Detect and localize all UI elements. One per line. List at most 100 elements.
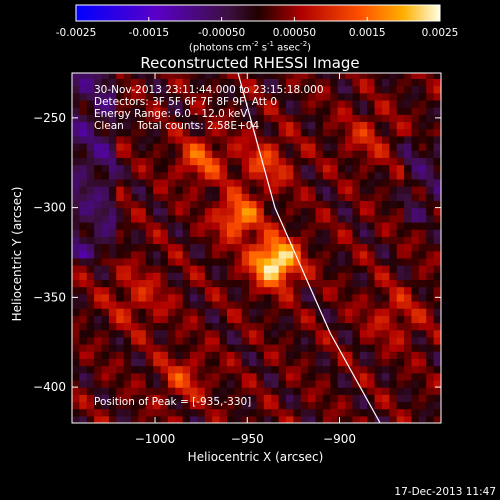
heatmap-cell: [271, 408, 280, 417]
heatmap-cell: [286, 293, 294, 302]
heatmap-cell: [182, 73, 191, 79]
heatmap-cell: [101, 214, 110, 223]
heatmap-cell: [256, 85, 265, 94]
heatmap-cell: [271, 329, 280, 338]
heatmap-cell: [293, 265, 302, 273]
heatmap-cell: [249, 401, 258, 410]
heatmap-cell: [249, 322, 258, 331]
heatmap-cell: [286, 250, 294, 259]
heatmap-cell: [271, 300, 280, 309]
heatmap-cell: [367, 372, 376, 381]
heatmap-cell: [131, 99, 140, 108]
heatmap-cell: [234, 308, 243, 316]
heatmap-cell: [153, 272, 162, 281]
heatmap-cell: [404, 329, 413, 338]
heatmap-cell: [131, 257, 140, 266]
heatmap-cell: [308, 171, 317, 180]
heatmap-cell: [322, 85, 331, 94]
heatmap-cell: [300, 164, 309, 173]
heatmap-cell: [145, 265, 154, 273]
heatmap-cell: [108, 293, 117, 302]
heatmap-cell: [175, 394, 184, 403]
heatmap-cell: [116, 193, 125, 202]
heatmap-cell: [249, 99, 258, 108]
heatmap-cell: [138, 265, 147, 273]
heatmap-cell: [138, 164, 147, 173]
heatmap-cell: [212, 99, 221, 108]
heatmap-cell: [101, 171, 110, 180]
heatmap-cell: [315, 92, 324, 101]
heatmap-cell: [108, 279, 117, 288]
heatmap-cell: [234, 143, 243, 151]
heatmap-cell: [131, 73, 140, 79]
heatmap-cell: [278, 150, 287, 158]
heatmap-cell: [204, 207, 213, 216]
heatmap-cell: [396, 99, 405, 108]
heatmap-cell: [426, 315, 435, 324]
heatmap-cell: [94, 257, 103, 266]
heatmap-cell: [182, 329, 191, 338]
heatmap-cell: [278, 128, 287, 137]
heatmap-cell: [411, 164, 420, 173]
y-tick-label: −250: [33, 111, 66, 125]
heatmap-cell: [108, 207, 117, 216]
heatmap-cell: [300, 214, 309, 223]
heatmap-cell: [433, 243, 441, 252]
heatmap-cell: [153, 193, 162, 202]
heatmap-cell: [241, 329, 250, 338]
heatmap-cell: [374, 92, 383, 101]
heatmap-cell: [367, 85, 376, 94]
heatmap-cell: [367, 394, 376, 403]
heatmap-cell: [160, 236, 169, 245]
heatmap-cell: [204, 193, 213, 202]
heatmap-cell: [226, 157, 235, 166]
heatmap-cell: [175, 200, 184, 209]
heatmap-cell: [123, 229, 132, 237]
heatmap-cell: [101, 286, 110, 295]
heatmap-cell: [418, 308, 427, 316]
heatmap-cell: [389, 279, 398, 288]
heatmap-cell: [352, 221, 361, 230]
heatmap-cell: [212, 408, 221, 417]
heatmap-cell: [167, 257, 176, 266]
heatmap-cell: [337, 178, 346, 187]
heatmap-cell: [315, 200, 324, 209]
heatmap-cell: [94, 387, 103, 395]
heatmap-cell: [300, 322, 309, 331]
heatmap-cell: [94, 193, 103, 202]
heatmap-cell: [167, 308, 176, 316]
heatmap-cell: [249, 358, 258, 367]
heatmap-cell: [145, 135, 154, 144]
heatmap-cell: [433, 379, 441, 388]
heatmap-cell: [433, 150, 441, 158]
heatmap-cell: [367, 293, 376, 302]
heatmap-cell: [286, 387, 294, 395]
heatmap-cell: [175, 372, 184, 381]
heatmap-cell: [131, 178, 140, 187]
heatmap-cell: [153, 135, 162, 144]
heatmap-cell: [300, 229, 309, 237]
heatmap-cell: [418, 236, 427, 245]
heatmap-cell: [433, 279, 441, 288]
heatmap-cell: [300, 135, 309, 144]
heatmap-cell: [226, 365, 235, 374]
heatmap-cell: [286, 157, 294, 166]
heatmap-cell: [256, 344, 265, 352]
heatmap-cell: [293, 186, 302, 194]
heatmap-cell: [352, 365, 361, 374]
heatmap-cell: [160, 150, 169, 158]
heatmap-cell: [94, 243, 103, 252]
heatmap-cell: [308, 135, 317, 144]
heatmap-cell: [256, 365, 265, 374]
heatmap-cell: [286, 78, 294, 87]
heatmap-cell: [300, 379, 309, 388]
heatmap-cell: [79, 178, 88, 187]
heatmap-cell: [404, 178, 413, 187]
heatmap-cell: [226, 300, 235, 309]
heatmap-cell: [389, 214, 398, 223]
heatmap-cell: [337, 379, 346, 388]
heatmap-cell: [167, 157, 176, 166]
heatmap-cell: [396, 85, 405, 94]
heatmap-cell: [79, 229, 88, 237]
heatmap-cell: [278, 257, 287, 266]
